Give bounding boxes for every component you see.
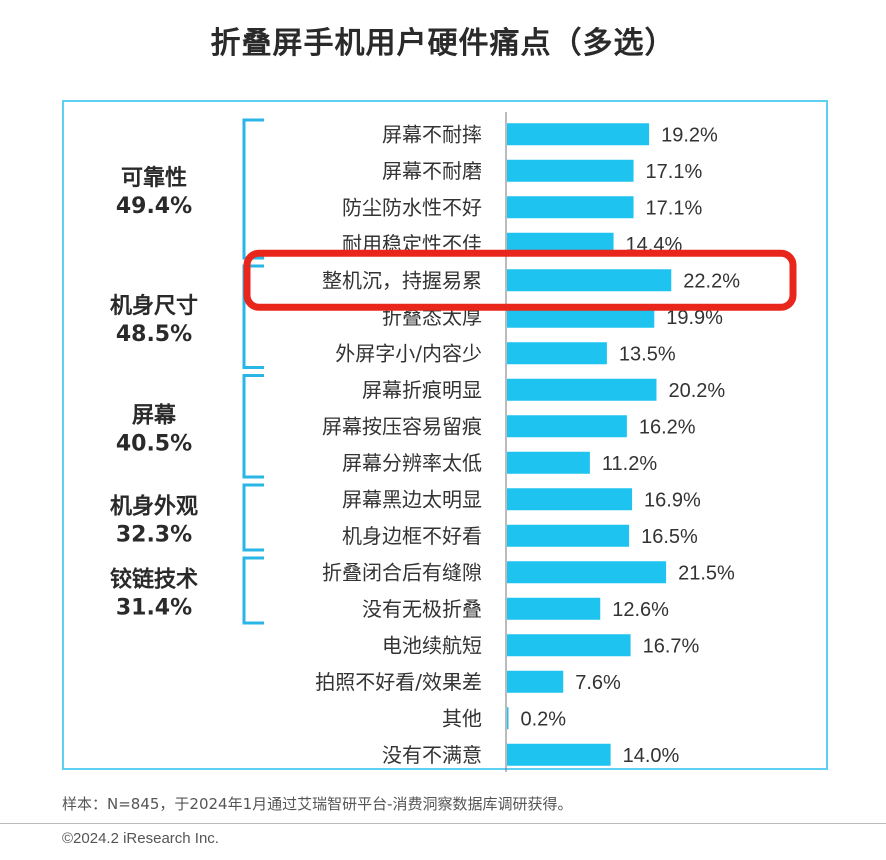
category-label-13: 折叠闭合后有缝隙 <box>322 560 482 584</box>
bar-9 <box>507 415 627 438</box>
category-label-1: 屏幕不耐摔 <box>382 122 482 146</box>
bar-1 <box>507 123 650 146</box>
value-label-12: 16.5% <box>641 526 698 548</box>
bar-5 <box>507 269 672 292</box>
bar-13 <box>507 561 667 584</box>
bar-7 <box>507 342 607 365</box>
bar-16 <box>507 670 564 693</box>
value-label-1: 19.2% <box>661 124 718 146</box>
value-label-18: 14.0% <box>623 745 680 767</box>
value-label-10: 11.2% <box>602 453 657 475</box>
footer-divider <box>0 823 886 824</box>
value-label-9: 16.2% <box>639 416 696 438</box>
value-label-3: 17.1% <box>646 197 703 219</box>
group-value-1: 49.4% <box>116 194 192 219</box>
category-label-5: 整机沉，持握易累 <box>322 268 482 292</box>
category-label-14: 没有无极折叠 <box>362 597 482 621</box>
value-label-7: 13.5% <box>619 343 676 365</box>
bar-2 <box>507 159 634 182</box>
category-label-10: 屏幕分辨率太低 <box>342 451 482 475</box>
group-value-2: 48.5% <box>116 322 192 347</box>
group-value-5: 31.4% <box>116 596 192 621</box>
category-label-11: 屏幕黑边太明显 <box>342 487 482 511</box>
group-bracket-5 <box>242 556 264 625</box>
copyright-text: ©2024.2 iResearch Inc. <box>62 830 219 847</box>
highlight-box <box>243 249 797 311</box>
category-label-17: 其他 <box>442 706 482 730</box>
category-label-16: 拍照不好看/效果差 <box>315 670 482 694</box>
value-label-5: 22.2% <box>683 270 740 292</box>
value-label-8: 20.2% <box>668 380 725 402</box>
bar-10 <box>507 451 590 474</box>
category-label-9: 屏幕按压容易留痕 <box>322 414 482 438</box>
value-label-16: 7.6% <box>575 672 621 694</box>
value-label-15: 16.7% <box>643 635 700 657</box>
category-label-15: 电池续航短 <box>382 633 482 657</box>
bar-8 <box>507 378 657 401</box>
category-label-12: 机身边框不好看 <box>342 524 482 548</box>
category-label-7: 外屏字小/内容少 <box>335 341 482 365</box>
sample-footnote: 样本：N=845，于2024年1月通过艾瑞智研平台-消费洞察数据库调研获得。 <box>62 795 573 813</box>
group-bracket-3 <box>242 374 264 479</box>
group-name-3: 屏幕 <box>132 403 177 428</box>
group-bracket-1 <box>242 118 264 260</box>
value-label-17: 0.2% <box>521 708 567 730</box>
bar-chart: 屏幕不耐摔 19.2%屏幕不耐磨 17.1%防尘防水性不好 17.1%耐用稳定性不佳 1… <box>110 112 797 772</box>
group-value-4: 32.3% <box>116 523 192 548</box>
group-name-1: 可靠性 <box>121 166 187 191</box>
bar-14 <box>507 597 601 620</box>
value-label-13: 21.5% <box>678 562 735 584</box>
category-label-3: 防尘防水性不好 <box>342 195 482 219</box>
bar-15 <box>507 634 631 657</box>
bar-17 <box>507 707 509 730</box>
group-bracket-2 <box>242 264 264 369</box>
group-value-3: 40.5% <box>116 431 192 456</box>
value-label-6: 19.9% <box>666 307 723 329</box>
group-name-2: 机身尺寸 <box>110 293 198 319</box>
value-label-14: 12.6% <box>612 599 669 621</box>
category-label-2: 屏幕不耐磨 <box>382 159 482 183</box>
chart-title: 折叠屏手机用户硬件痛点（多选） <box>210 26 676 61</box>
group-name-5: 铰链技术 <box>110 567 198 593</box>
value-label-11: 16.9% <box>644 489 701 511</box>
bar-11 <box>507 488 633 511</box>
bar-4 <box>507 232 614 255</box>
bar-12 <box>507 524 630 547</box>
bar-18 <box>507 743 611 766</box>
chart-frame: 屏幕不耐摔 19.2% 屏幕不耐磨 17.1% 防尘防水性不好 17.1% 耐用稳定性不佳 1… <box>62 100 828 772</box>
category-label-8: 屏幕折痕明显 <box>362 378 482 402</box>
group-bracket-4 <box>242 483 264 552</box>
bar-6 <box>507 305 655 328</box>
bar-3 <box>507 196 634 219</box>
group-name-4: 机身外观 <box>110 494 198 520</box>
value-label-2: 17.1% <box>646 161 703 183</box>
category-label-18: 没有不满意 <box>382 743 482 767</box>
